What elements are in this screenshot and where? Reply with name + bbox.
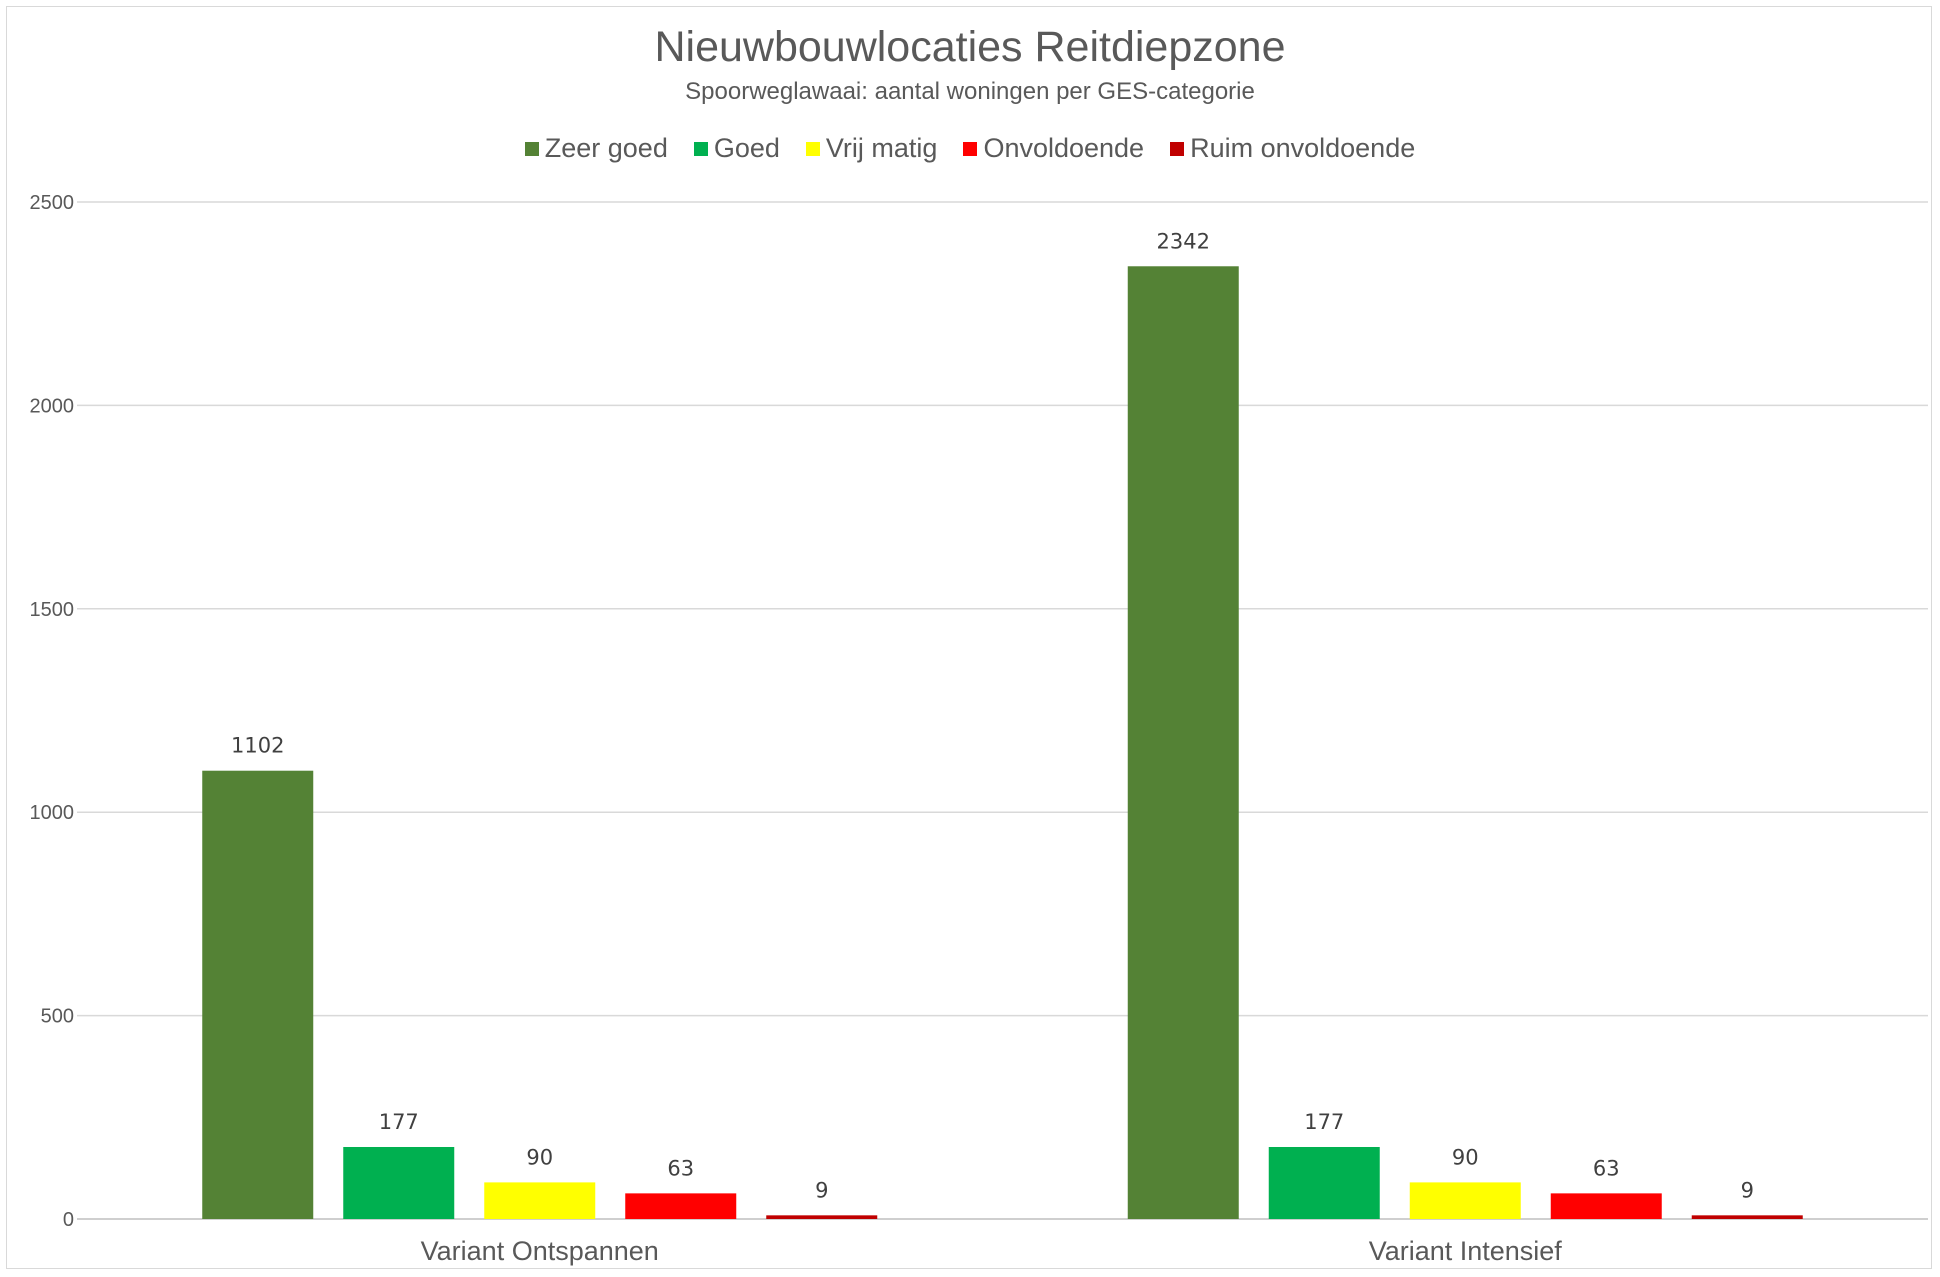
data-label: 90 [1452, 1145, 1479, 1169]
x-category-label: Variant Ontspannen [421, 1236, 659, 1266]
data-label: 9 [1741, 1178, 1754, 1202]
bar [1691, 1215, 1803, 1219]
bar [1268, 1146, 1380, 1219]
y-tick-label: 1000 [30, 802, 75, 824]
legend-swatch [1170, 141, 1185, 156]
legend-label: Onvoldoende [983, 133, 1145, 163]
data-label: 177 [1304, 1110, 1344, 1134]
chart-legend: Zeer goed Goed Vrij matig Onvoldoende Ru… [0, 133, 1940, 164]
x-category-label: Variant Intensief [1369, 1236, 1563, 1266]
data-label: 63 [1593, 1156, 1620, 1180]
legend-swatch [524, 141, 539, 156]
chart-subtitle: Spoorweglawaai: aantal woningen per GES-… [685, 78, 1255, 105]
y-tick-label: 0 [63, 1209, 74, 1231]
legend-label: Goed [713, 133, 780, 163]
legend-label: Ruim onvoldoende [1190, 133, 1416, 163]
bar [1127, 266, 1239, 1219]
data-label: 90 [526, 1145, 553, 1169]
legend-swatch [963, 141, 978, 156]
data-label: 1102 [231, 734, 284, 758]
legend-swatch [805, 141, 820, 156]
bar [484, 1182, 596, 1219]
y-tick-label: 1500 [30, 599, 75, 621]
data-label: 177 [379, 1110, 419, 1134]
bar [625, 1193, 737, 1219]
bar [766, 1215, 878, 1219]
data-label: 63 [667, 1156, 694, 1180]
legend-item-onvoldoende: Onvoldoende [963, 133, 1144, 164]
legend-item-zeer-goed: Zeer goed [524, 133, 668, 164]
bar [1409, 1182, 1521, 1219]
chart-frame [6, 6, 1932, 1269]
y-tick-label: 2500 [30, 192, 75, 214]
y-tick-label: 500 [41, 1006, 74, 1028]
bar [1550, 1193, 1662, 1219]
bar [202, 770, 314, 1219]
data-label: 9 [815, 1178, 828, 1202]
legend-label: Vrij matig [825, 133, 938, 163]
legend-item-ruim-onvoldoende: Ruim onvoldoende [1170, 133, 1415, 164]
chart-title: Nieuwbouwlocaties Reitdiepzone [654, 23, 1286, 71]
legend-label: Zeer goed [544, 133, 668, 163]
legend-swatch [693, 141, 708, 156]
legend-item-goed: Goed [693, 133, 780, 164]
data-label: 2342 [1157, 229, 1210, 253]
y-tick-label: 2000 [30, 395, 75, 417]
legend-item-vrij-matig: Vrij matig [805, 133, 938, 164]
bar [343, 1146, 455, 1219]
